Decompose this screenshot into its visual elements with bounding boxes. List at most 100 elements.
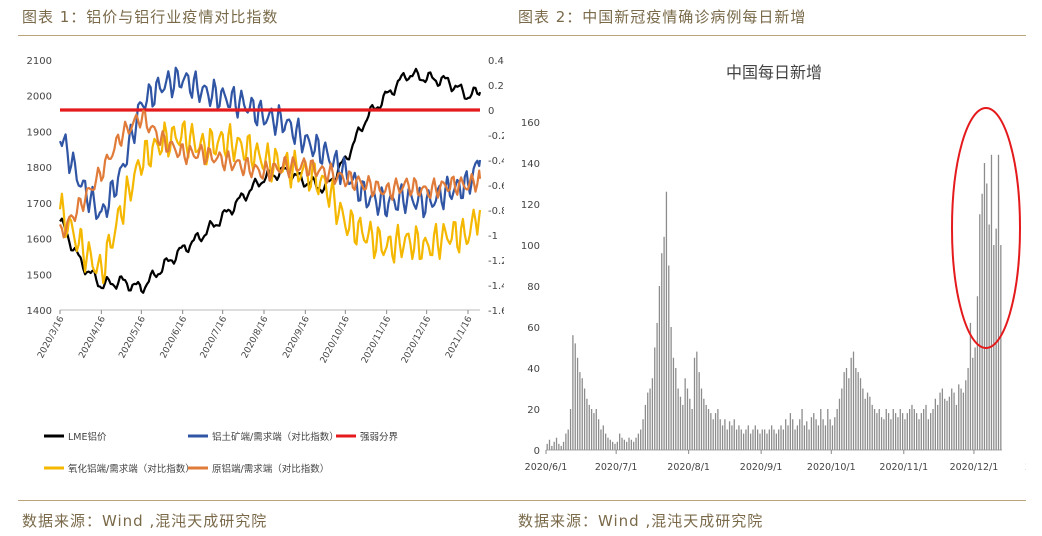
y-tick-label: 40 — [527, 364, 540, 375]
left-y-tick-label: 2000 — [27, 92, 52, 103]
chart-title: 中国每日新增 — [726, 63, 822, 82]
x-tick-label: 2020/6/16 — [159, 314, 190, 360]
bar — [637, 433, 640, 450]
bar — [574, 343, 576, 450]
bar — [988, 224, 990, 450]
bar — [651, 378, 654, 450]
x-tick-label: 2020/10/1 — [807, 462, 856, 473]
bar — [941, 388, 944, 450]
bar — [925, 404, 927, 450]
bar — [696, 351, 698, 450]
bar — [979, 214, 981, 450]
right-y-tick-label: -0.2 — [488, 131, 504, 142]
legend-label: 原铝端/需求端（对比指数） — [212, 463, 329, 475]
bar — [817, 425, 820, 450]
x-tick-label: 2020/5/16 — [117, 314, 148, 360]
bar — [724, 419, 726, 450]
bar — [904, 419, 906, 450]
right-y-tick-label: -0.8 — [488, 206, 504, 217]
bar — [640, 429, 642, 450]
bar — [808, 429, 810, 450]
y-tick-label: 120 — [521, 200, 540, 211]
bar — [810, 417, 813, 450]
bar — [773, 429, 775, 450]
bar — [719, 419, 721, 450]
bar — [682, 404, 684, 450]
bar — [852, 351, 855, 450]
bar — [658, 286, 661, 450]
left-y-tick-label: 1800 — [27, 163, 52, 174]
bar — [670, 327, 672, 450]
bar — [560, 445, 562, 450]
bar — [726, 429, 728, 450]
bar — [588, 404, 590, 450]
bar — [707, 409, 710, 450]
bar — [843, 372, 845, 450]
bar — [759, 433, 761, 450]
bar — [691, 409, 693, 450]
bar — [616, 441, 618, 450]
y-tick-label: 160 — [521, 118, 540, 129]
bar — [930, 413, 932, 450]
bar — [609, 439, 611, 450]
x-tick-label: 2020/7/16 — [199, 314, 230, 360]
bar — [864, 398, 866, 450]
bar — [604, 433, 607, 450]
bar — [782, 429, 784, 450]
bar — [668, 265, 670, 450]
bar — [944, 398, 946, 450]
left-y-tick-label: 2100 — [27, 56, 52, 67]
right-y-tick-label: -1.4 — [488, 281, 504, 292]
bar — [689, 398, 691, 450]
bar — [569, 409, 572, 450]
bar — [923, 409, 925, 450]
bar — [871, 404, 873, 450]
bar — [848, 378, 850, 450]
bar — [997, 154, 1000, 451]
bar — [937, 404, 939, 450]
bar — [602, 425, 604, 450]
bar — [976, 296, 979, 450]
left-y-tick-label: 1400 — [27, 306, 52, 317]
bar — [911, 404, 913, 450]
bar — [672, 357, 675, 450]
bar — [656, 322, 658, 450]
bar — [628, 437, 630, 450]
y-tick-label: 20 — [527, 405, 540, 416]
bar — [595, 409, 597, 450]
covid-daily-chart: 中国每日新增 0 20 40 60 80 100 120 140 160 2020/6/1 2020/… — [521, 63, 1042, 473]
bar — [761, 429, 763, 450]
bar — [654, 347, 656, 450]
bar — [785, 419, 787, 450]
bar — [862, 388, 864, 450]
y-tick-label: 0 — [534, 446, 540, 457]
left-chart-source: 数据来源：Wind ,混沌天成研究院 — [22, 512, 268, 530]
right-chart-panel: 中国每日新增 0 20 40 60 80 100 120 140 160 2020/6/1 2020/… — [512, 38, 1042, 496]
series-line-1 — [58, 66, 482, 220]
bar — [878, 409, 880, 450]
x-tick-label: 2020/7/1 — [595, 462, 638, 473]
bar — [850, 357, 852, 450]
bar — [887, 413, 890, 450]
bar — [958, 384, 960, 450]
bar — [733, 419, 735, 450]
bar — [698, 372, 700, 450]
right-y-tick-label: -0.6 — [488, 181, 504, 192]
bar — [738, 425, 740, 450]
bar — [576, 357, 579, 450]
bar — [693, 357, 696, 450]
bar — [581, 378, 583, 450]
bar — [597, 419, 600, 450]
bar — [612, 441, 614, 450]
bar — [981, 193, 983, 450]
bar — [558, 443, 560, 450]
bar — [906, 413, 908, 450]
bar — [546, 443, 548, 450]
bar — [778, 429, 780, 450]
bar — [721, 425, 724, 450]
x-tick-label: 2020/12/16 — [400, 314, 433, 365]
bar — [717, 409, 719, 450]
bar — [869, 396, 871, 450]
bar — [841, 388, 843, 450]
bar — [857, 372, 859, 450]
